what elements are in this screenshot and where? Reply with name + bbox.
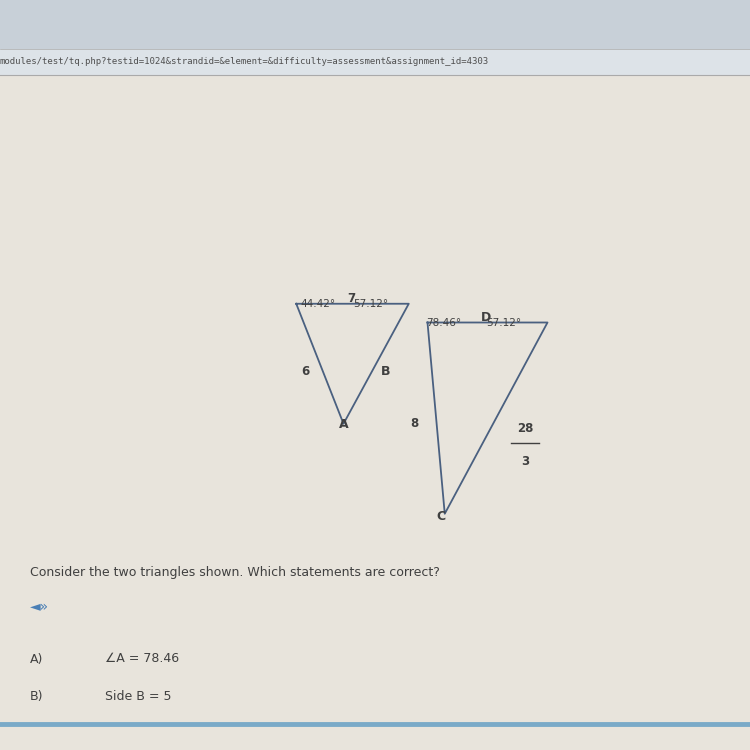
Text: ∠A = 78.46: ∠A = 78.46 [105, 652, 179, 665]
Text: 8: 8 [410, 417, 419, 430]
Text: Consider the two triangles shown. Which statements are correct?: Consider the two triangles shown. Which … [30, 566, 439, 579]
Text: Side B = 5: Side B = 5 [105, 690, 172, 703]
Text: 57.12°: 57.12° [486, 318, 521, 328]
Text: 6: 6 [301, 364, 309, 378]
Bar [0, 49, 750, 75]
Text: ◄»: ◄» [30, 600, 50, 614]
Text: 57.12°: 57.12° [353, 299, 388, 309]
Text: D: D [481, 311, 491, 324]
Text: A): A) [30, 652, 44, 665]
Text: 7: 7 [347, 292, 355, 305]
Text: B: B [381, 364, 391, 378]
Text: A: A [339, 419, 348, 431]
Text: C: C [436, 511, 445, 524]
Bar [0, 0, 750, 49]
Text: B): B) [30, 690, 44, 703]
Text: modules/test/tq.php?testid=1024&strandid=&element=&difficulty=assessment&assignm: modules/test/tq.php?testid=1024&strandid… [0, 58, 489, 67]
Text: 28: 28 [517, 422, 533, 435]
Text: 78.46°: 78.46° [426, 318, 461, 328]
Text: 44.42°: 44.42° [300, 299, 335, 309]
Text: 3: 3 [521, 455, 529, 468]
